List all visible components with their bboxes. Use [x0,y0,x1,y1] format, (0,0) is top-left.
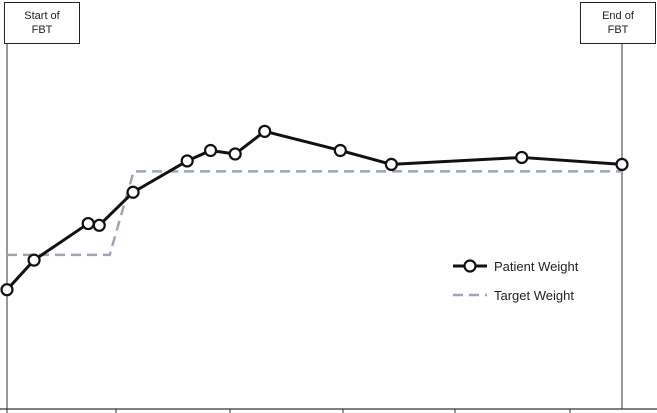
patient-weight-point [515,150,529,165]
patient-weight-point [126,185,140,199]
patient-weight-point [228,147,242,161]
patient-weight-point [384,157,398,171]
patient-weight-point [0,283,14,297]
patient-weight-point [92,218,106,232]
end-of-fbt-label: End of FBT [580,2,656,44]
legend-patient-weight-label: Patient Weight [494,259,579,274]
patient-weight-point [258,124,272,138]
legend-target-weight-label: Target Weight [494,288,574,303]
patient-weight-point [180,154,194,168]
patient-weight-point [27,253,41,267]
target-weight-line [7,170,622,257]
patient-weight-point [81,216,95,231]
patient-weight-point [203,143,218,158]
patient-weight-point [615,157,629,171]
patient-weight-point [333,143,347,158]
start-of-fbt-label: Start of FBT [4,2,80,44]
legend-patient-weight-marker [463,259,477,273]
